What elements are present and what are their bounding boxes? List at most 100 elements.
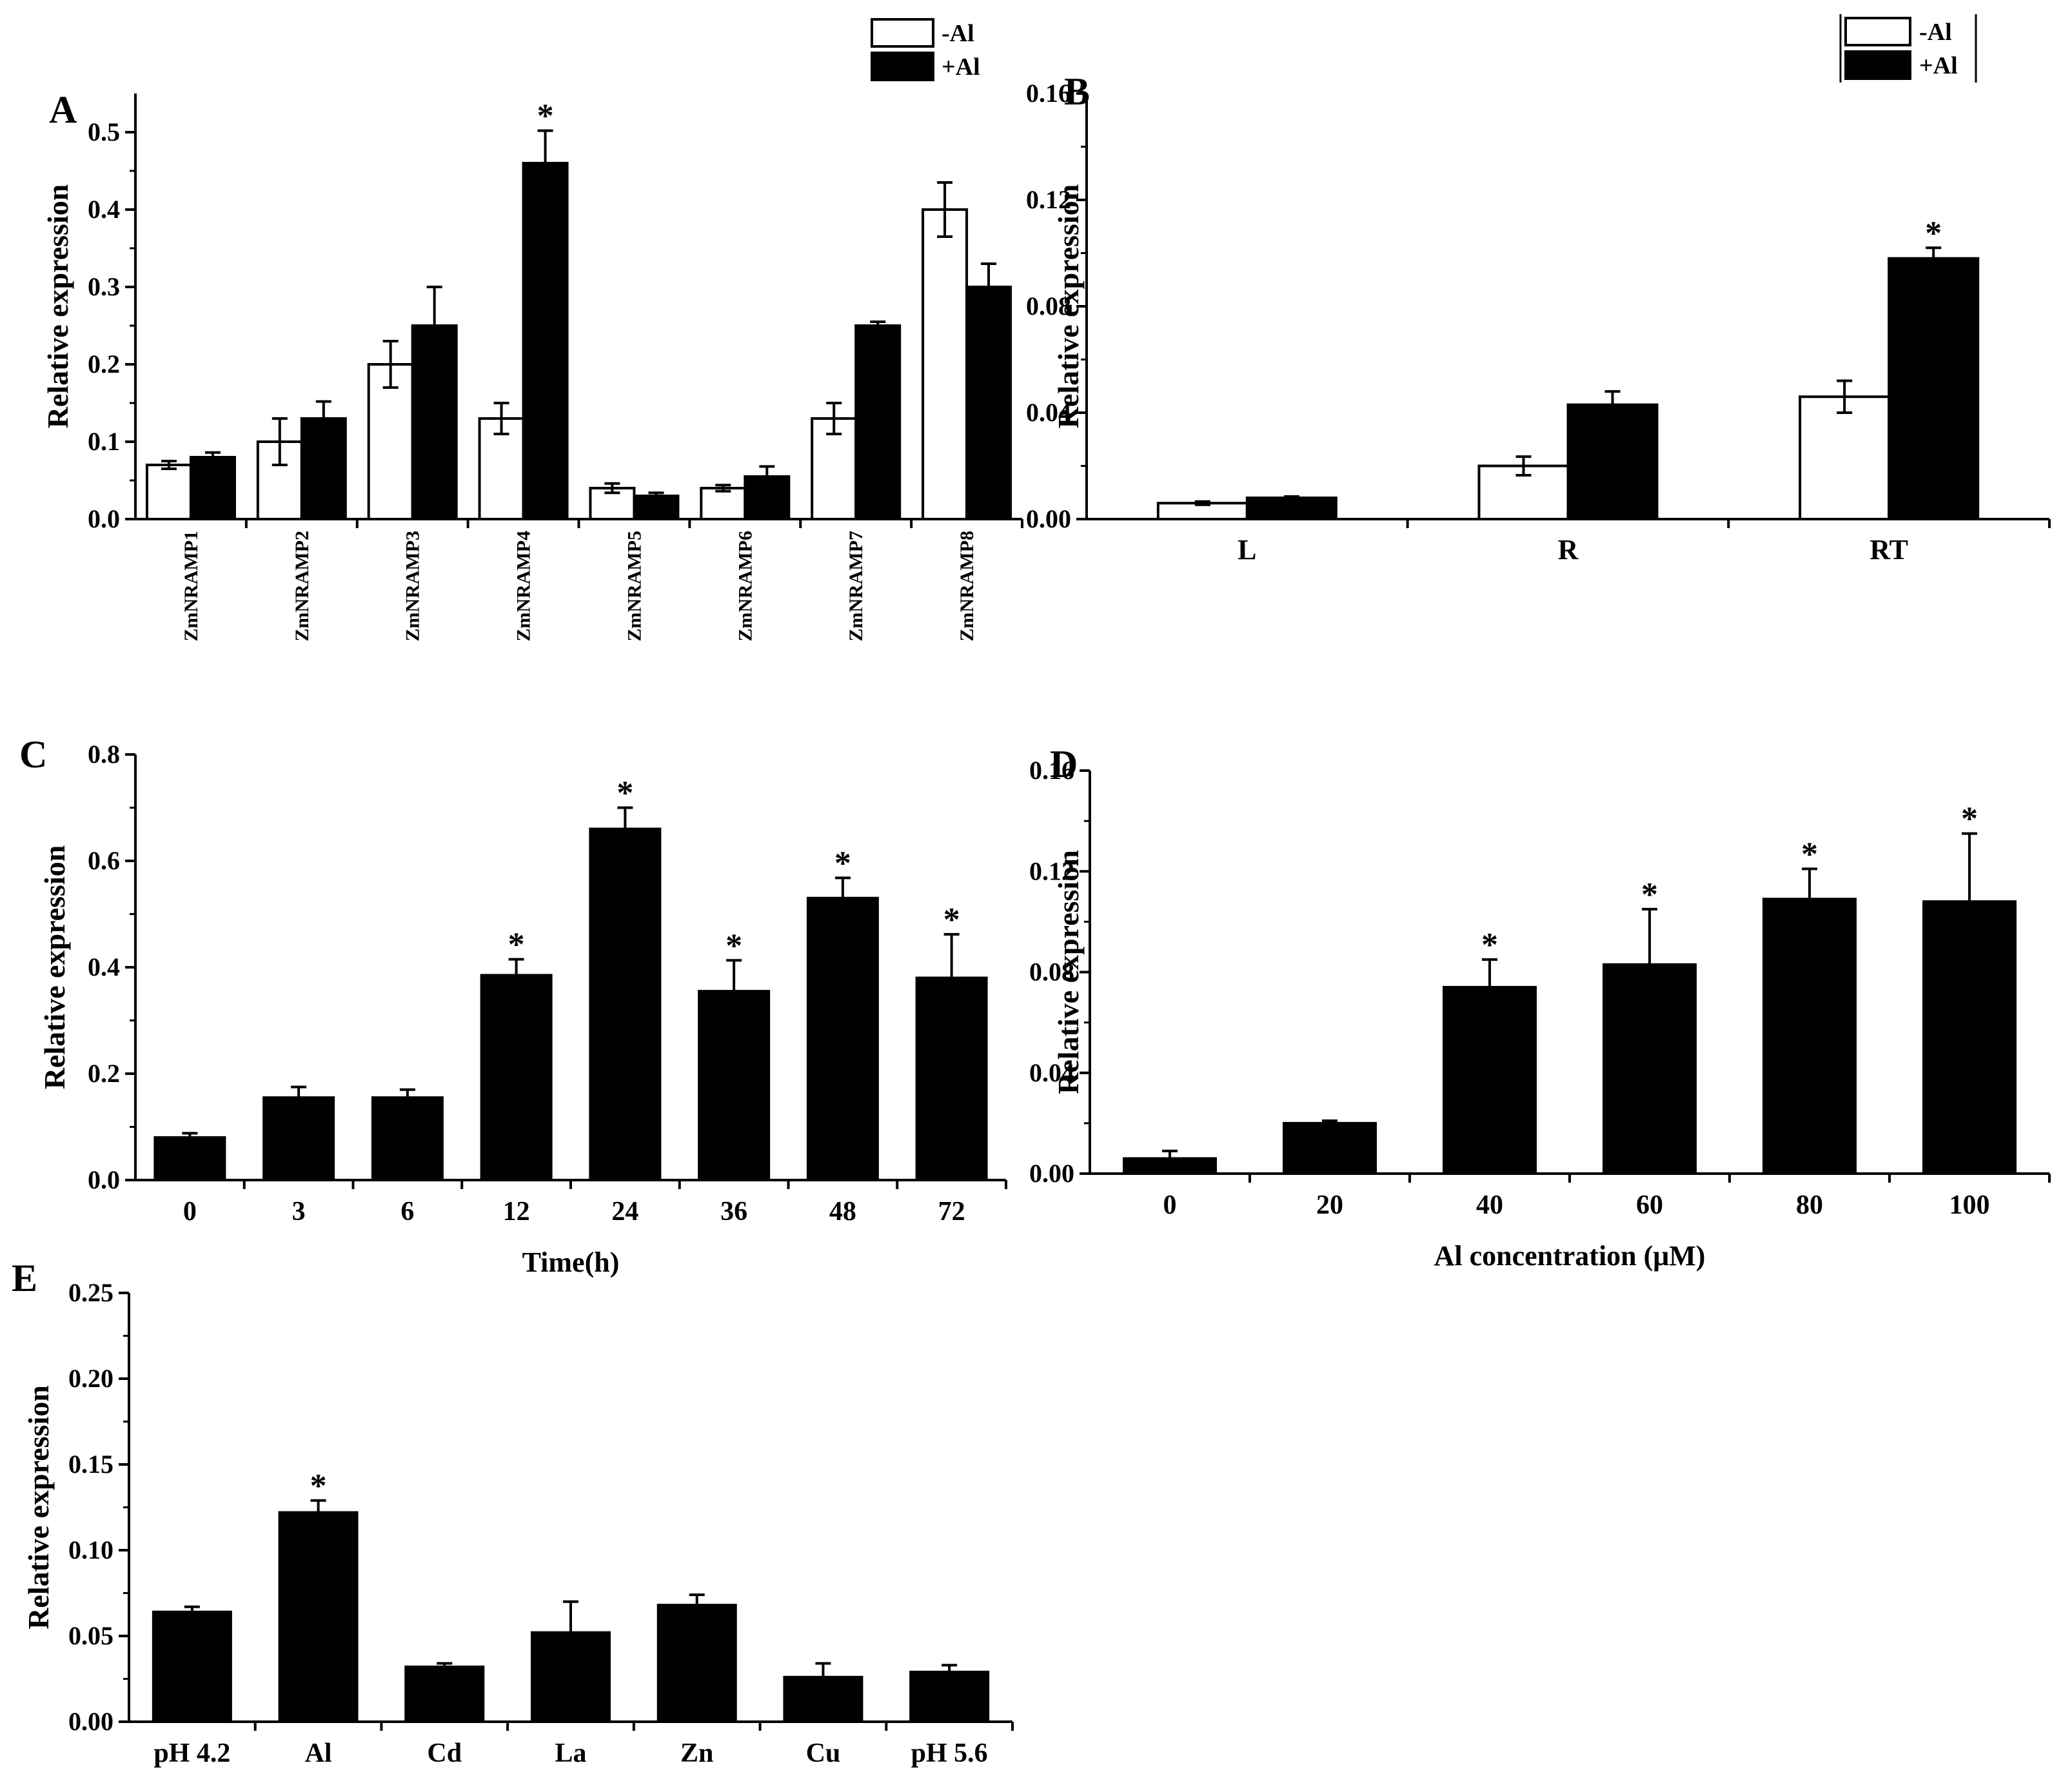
panel-a-x-tick-label: ZmNRAMP7 (845, 531, 867, 642)
panel-c-x-tick-label: 72 (938, 1197, 965, 1226)
panel-c-x-tick-label: 24 (611, 1197, 638, 1226)
panel-a-bar-plus-al (189, 456, 236, 520)
panel-e-y-tick-label: 0.00 (68, 1707, 113, 1736)
panel-b-significance-mark: * (1925, 215, 1942, 251)
panel-d-significance-mark: * (1801, 836, 1818, 872)
panel-d-y-tick-label: 0.00 (1029, 1159, 1074, 1188)
panel-d-bar-value (1762, 898, 1857, 1175)
panel-d-x-tick-label: 100 (1949, 1190, 1990, 1220)
panel-a-bar-minus-al (367, 363, 414, 520)
panel-c-letter: C (19, 733, 47, 776)
panel-d-significance-mark: * (1481, 927, 1498, 963)
panel-b-y-tick-label: 0.00 (1026, 504, 1071, 533)
panel-a-y-axis-label: Relative expression (41, 184, 74, 429)
panel-e-x-tick-label: Al (305, 1739, 332, 1768)
panel-b-bar-minus-al (1799, 395, 1891, 520)
panel-c-x-tick-label: 3 (292, 1197, 306, 1226)
panel-b-x-tick-label: L (1238, 534, 1256, 566)
panel-b-legend-label: -Al (1919, 19, 1952, 46)
panel-b-x-tick-label: R (1558, 534, 1579, 566)
panel-a-bar-minus-al (922, 208, 969, 520)
panel-a-x-tick-label: ZmNRAMP5 (624, 531, 645, 642)
panel-d-x-tick-label: 80 (1796, 1190, 1823, 1220)
panel-e-bar-value (909, 1670, 990, 1724)
panel-a-y-tick-label: 0.2 (88, 350, 120, 379)
panel-a-x-tick-label: ZmNRAMP1 (181, 531, 202, 642)
panel-c-y-tick-label: 0.2 (88, 1059, 120, 1088)
panel-b-y-tick-label: 0.16 (1026, 79, 1071, 108)
panel-b-bar-plus-al (1888, 257, 1980, 520)
panel-e-bar-value (404, 1665, 485, 1723)
panel-b-legend-swatch (1844, 50, 1911, 80)
panel-a-bar-minus-al (700, 487, 747, 520)
panel-a-y-tick-label: 0.1 (88, 427, 120, 456)
panel-c-y-tick-label: 0.8 (88, 740, 120, 769)
panel-d-y-tick-label: 0.16 (1029, 756, 1074, 785)
panel-a-significance-mark: * (537, 98, 554, 135)
panel-a-x-tick-label: ZmNRAMP8 (956, 531, 978, 642)
panel-c-y-tick-label: 0.0 (88, 1165, 120, 1194)
panel-b-bar-plus-al (1566, 403, 1659, 520)
panel-e-y-tick-label: 0.10 (68, 1535, 113, 1564)
panel-a-bar-minus-al (145, 464, 192, 520)
panel-c-bar-value (153, 1136, 226, 1181)
panel-d-x-tick-label: 60 (1636, 1190, 1663, 1220)
panel-a-y-tick-label: 0.5 (88, 117, 120, 146)
panel-e-x-tick-label: Cu (806, 1739, 841, 1768)
panel-e-bar-value (152, 1610, 232, 1724)
panel-a-x-tick-label: ZmNRAMP3 (402, 531, 424, 642)
panel-d-significance-mark: * (1961, 801, 1978, 838)
panel-a-bar-plus-al (854, 324, 902, 520)
panel-e-x-tick-label: La (555, 1739, 586, 1768)
panel-e-letter: E (12, 1257, 37, 1299)
panel-d-y-tick-label: 0.04 (1029, 1058, 1074, 1087)
panel-b-y-tick-label: 0.08 (1026, 291, 1071, 320)
panel-c-bar-value (589, 827, 662, 1181)
panel-d-x-axis-label: Al concentration (μM) (1434, 1240, 1706, 1272)
panel-c-x-tick-label: 36 (720, 1197, 747, 1226)
panel-d-y-tick-label: 0.08 (1029, 958, 1074, 987)
panel-a-bar-plus-al (522, 162, 569, 520)
panel-e-y-tick-label: 0.25 (68, 1278, 113, 1307)
panel-e-x-tick-label: pH 5.6 (911, 1739, 988, 1768)
panel-b-x-tick-label: RT (1870, 534, 1908, 566)
panel-c-y-tick-label: 0.6 (88, 846, 120, 875)
panel-d-x-tick-label: 0 (1163, 1190, 1177, 1220)
panel-d-y-tick-label: 0.12 (1029, 856, 1074, 885)
panel-d-significance-mark: * (1641, 876, 1658, 913)
panel-c-bar-value (806, 896, 879, 1181)
panel-e-x-tick-label: Zn (680, 1739, 713, 1768)
panel-c-bar-value (371, 1096, 444, 1181)
panel-e-x-tick-label: pH 4.2 (153, 1739, 230, 1768)
panel-a-legend-label: +Al (942, 54, 980, 81)
panel-b-legend-swatch (1844, 17, 1911, 46)
panel-c-x-tick-label: 6 (400, 1197, 414, 1226)
panel-c-y-tick-label: 0.4 (88, 952, 120, 981)
panel-b-bar-plus-al (1245, 497, 1337, 520)
panel-e-y-axis-label: Relative expression (22, 1385, 55, 1630)
panel-c-significance-mark: * (834, 845, 851, 882)
panel-c-y-axis-label: Relative expression (38, 845, 71, 1090)
panel-a-letter: A (49, 88, 77, 131)
panel-a-legend-swatch (871, 18, 934, 48)
panel-c-x-tick-label: 12 (503, 1197, 530, 1226)
panel-d-y-axis-label: Relative expression (1052, 850, 1085, 1094)
panel-c-bar-value (262, 1096, 335, 1181)
panel-a-bar-plus-al (965, 286, 1012, 520)
panel-a-x-tick-label: ZmNRAMP6 (735, 531, 756, 642)
panel-a-x-tick-label: ZmNRAMP2 (291, 531, 313, 642)
panel-c-significance-mark: * (508, 927, 525, 963)
panel-e-bar-value (278, 1511, 359, 1723)
panel-e-y-tick-label: 0.05 (68, 1621, 113, 1650)
panel-e-y-tick-label: 0.20 (68, 1364, 113, 1393)
panel-c-significance-mark: * (617, 775, 633, 812)
panel-b-legend-label: +Al (1919, 52, 1958, 79)
panel-a-x-tick-label: ZmNRAMP4 (513, 531, 535, 642)
panel-a-legend-label: -Al (942, 20, 974, 47)
panel-e-significance-mark: * (310, 1468, 327, 1504)
panel-c-bar-value (480, 974, 553, 1181)
panel-b-bar-minus-al (1477, 464, 1570, 520)
panel-c-significance-mark: * (943, 901, 960, 938)
